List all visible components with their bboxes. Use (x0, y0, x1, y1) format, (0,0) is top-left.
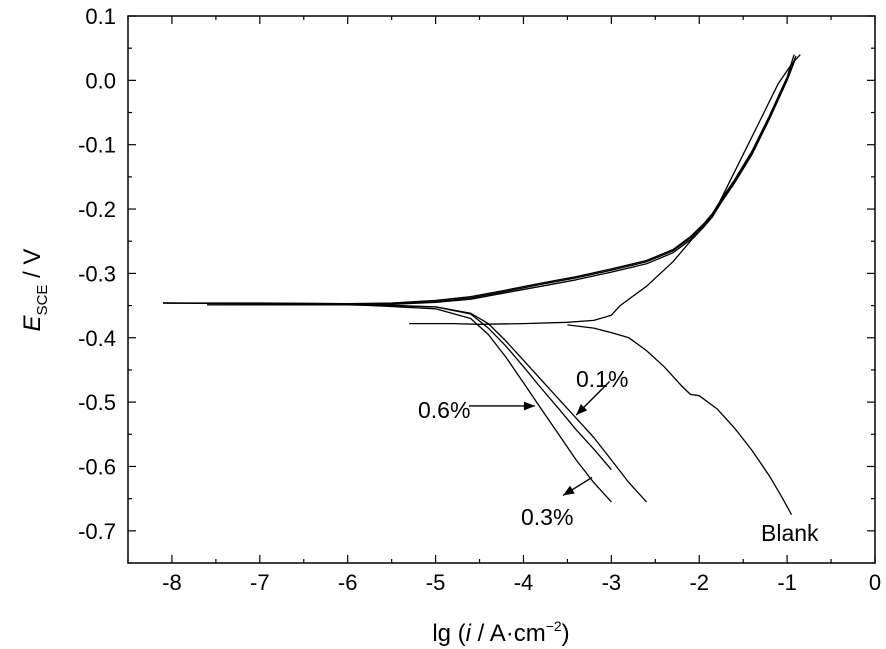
annotation-arrows (468, 381, 611, 497)
annotation-0.6: 0.6% (418, 397, 470, 423)
y-tick-label: 0.0 (85, 68, 116, 93)
annotation-blank: Blank (761, 520, 819, 546)
curve-0.1%-0 (207, 57, 797, 306)
y-tick-label: -0.1 (78, 133, 116, 158)
series-0.1% (207, 57, 797, 503)
annotation-0.3: 0.3% (521, 504, 573, 530)
curve-0.6%-0 (163, 54, 795, 305)
x-tick-label: -1 (777, 570, 797, 595)
curve-Blank-2 (567, 324, 793, 516)
arrow-0.3-head (563, 485, 575, 496)
x-tick-label: -4 (514, 570, 534, 595)
x-tick-label: -5 (426, 570, 446, 595)
tick-labels: -8 -7 -6 -5 -4 -3 -2 -1 0 0.1 0.0 -0.1 -0.2 -0.3 -0.4 -… (78, 4, 881, 595)
series-0.6% (163, 54, 795, 471)
y-tick-label: -0.6 (78, 454, 116, 479)
curve-0.3%-0 (163, 55, 797, 305)
curve-0.3%-1 (163, 302, 612, 503)
y-tick-label: -0.4 (78, 326, 116, 351)
plot-frame (127, 15, 876, 564)
x-tick-label: -8 (162, 570, 182, 595)
x-tick-label: -6 (338, 570, 358, 595)
y-tick-label: -0.7 (78, 519, 116, 544)
x-axis-title: lg (i / A·cm−2) (432, 618, 569, 647)
arrow-0.1-head (576, 404, 588, 415)
x-tick-label: -2 (689, 570, 709, 595)
x-tick-label: -3 (602, 570, 622, 595)
series-0.3% (163, 55, 797, 503)
y-tick-label: -0.5 (78, 390, 116, 415)
annotation-0.1: 0.1% (576, 366, 628, 392)
arrow-0.6-head (523, 401, 535, 411)
series-Blank (409, 54, 801, 516)
curve-Blank-1 (619, 54, 801, 307)
y-tick-label: -0.3 (78, 261, 116, 286)
y-tick-label: 0.1 (85, 4, 116, 29)
curve-0.6%-1 (163, 302, 612, 471)
y-tick-label: -0.2 (78, 197, 116, 222)
curve-Blank-0 (409, 305, 621, 325)
axis-ticks (127, 15, 876, 564)
y-axis-title: ESCE / V (19, 249, 51, 332)
data-series (163, 54, 801, 516)
x-tick-label: 0 (869, 570, 881, 595)
x-tick-label: -7 (250, 570, 270, 595)
